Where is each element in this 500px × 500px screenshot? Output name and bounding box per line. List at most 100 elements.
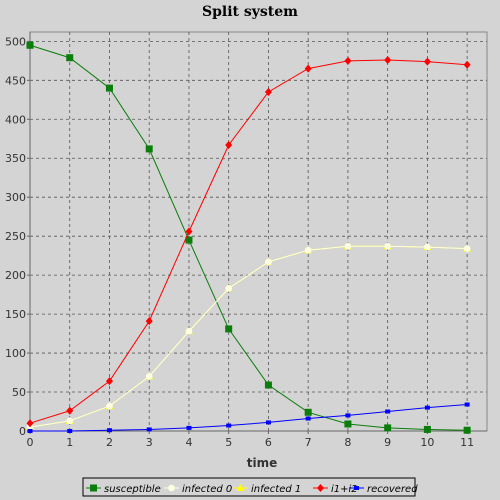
- data-point: [145, 373, 153, 380]
- legend-label: susceptible: [104, 484, 161, 495]
- data-point: [344, 420, 352, 428]
- legend-label: infected 0: [182, 484, 232, 495]
- series-susceptible: [26, 41, 471, 434]
- data-point: [304, 64, 312, 73]
- y-tick-label: 150: [5, 308, 26, 321]
- x-tick-label: 11: [460, 436, 474, 449]
- legend-item: infected 1: [233, 484, 301, 495]
- legend-box: [82, 477, 416, 497]
- data-point: [424, 243, 431, 251]
- y-tick-label: 450: [5, 74, 26, 87]
- chart-title: Split system: [202, 4, 298, 20]
- data-point: [384, 56, 392, 65]
- data-point: [344, 243, 352, 250]
- x-tick-label: 5: [225, 436, 232, 449]
- data-point: [67, 429, 73, 433]
- legend-swatch-marker: [90, 484, 97, 492]
- y-tick-label: 0: [19, 425, 26, 438]
- x-tick-label: 3: [146, 436, 153, 449]
- data-point: [463, 426, 471, 434]
- x-tick-label: 4: [185, 436, 192, 449]
- data-point: [264, 381, 272, 389]
- data-point: [225, 325, 233, 333]
- data-point: [385, 409, 391, 414]
- legend-swatch-marker: [236, 484, 245, 491]
- data-point: [66, 54, 74, 62]
- data-point: [27, 429, 33, 433]
- legend-label: infected 1: [251, 484, 301, 495]
- data-point: [264, 88, 272, 97]
- legend-label: recovered: [367, 484, 418, 495]
- data-point: [26, 419, 34, 428]
- data-point: [384, 424, 392, 432]
- legend-label: i1+i2: [331, 484, 358, 495]
- data-point: [105, 377, 113, 386]
- data-point: [66, 406, 74, 415]
- data-point: [145, 317, 153, 326]
- y-tick-label: 200: [5, 269, 26, 282]
- data-point: [146, 427, 152, 432]
- series: [26, 41, 472, 434]
- data-point: [106, 402, 113, 410]
- series-line: [29, 59, 468, 424]
- legend-swatch-marker: [168, 484, 175, 492]
- data-point: [186, 425, 192, 430]
- plot-area: [29, 31, 488, 432]
- data-point: [305, 416, 311, 421]
- y-tick-label: 500: [5, 35, 26, 48]
- data-point: [226, 423, 232, 428]
- data-point: [265, 420, 271, 425]
- data-point: [106, 428, 112, 433]
- series-i1-i2: [26, 56, 471, 428]
- data-point: [225, 140, 233, 149]
- y-tick-label: 250: [5, 230, 26, 243]
- data-point: [423, 57, 431, 66]
- data-point: [105, 84, 113, 92]
- data-point: [66, 417, 74, 425]
- x-tick-label: 10: [420, 436, 434, 449]
- series-line: [30, 404, 468, 432]
- legend-item: recovered: [349, 484, 418, 495]
- data-point: [304, 246, 312, 254]
- data-point: [463, 60, 471, 69]
- data-point: [345, 413, 351, 418]
- series-line: [29, 245, 468, 428]
- legend-item: infected 0: [164, 484, 232, 495]
- y-tick-label: 100: [5, 347, 26, 360]
- y-tick-label: 350: [5, 152, 26, 165]
- data-point: [225, 285, 232, 292]
- legend-swatch-marker: [317, 484, 324, 492]
- data-point: [185, 327, 193, 335]
- data-point: [145, 145, 153, 153]
- grid: [30, 32, 487, 431]
- data-point: [265, 258, 272, 266]
- data-point: [304, 408, 312, 416]
- legend-swatch-marker: [354, 486, 359, 490]
- data-point: [384, 243, 391, 250]
- y-tick-label: 400: [5, 113, 26, 126]
- series-recovered: [27, 402, 470, 433]
- axes: 0 1 2 3 4 5 6 7 8 9 10 11 0 50 100 150 200 250 300 350 400 45…: [5, 32, 487, 449]
- data-point: [423, 425, 431, 433]
- x-tick-label: 6: [265, 436, 272, 449]
- x-tick-label: 9: [384, 436, 391, 449]
- data-point: [463, 245, 471, 252]
- x-tick-label: 8: [344, 436, 351, 449]
- data-point: [185, 236, 193, 244]
- data-point: [185, 227, 193, 236]
- legend: susceptible infected 0 infected 1 i1+i2 reco…: [82, 477, 418, 497]
- data-point: [26, 41, 34, 49]
- series-infected-0: [26, 243, 471, 431]
- x-tick-label: 1: [66, 436, 73, 449]
- x-tick-label: 0: [27, 436, 34, 449]
- y-tick-label: 300: [5, 191, 26, 204]
- data-point: [344, 56, 352, 65]
- legend-item: i1+i2: [313, 484, 358, 495]
- series-line: [29, 44, 468, 431]
- x-tick-label: 2: [106, 436, 113, 449]
- data-point: [424, 405, 430, 410]
- legend-item: susceptible: [86, 484, 161, 495]
- x-tick-label: 7: [305, 436, 312, 449]
